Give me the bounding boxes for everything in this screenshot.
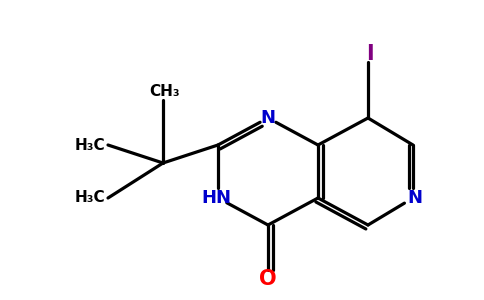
Text: O: O xyxy=(259,269,277,289)
Text: CH₃: CH₃ xyxy=(150,83,181,98)
Text: H₃C: H₃C xyxy=(75,137,106,152)
Text: I: I xyxy=(366,44,374,64)
Text: HN: HN xyxy=(201,189,231,207)
Text: N: N xyxy=(408,189,423,207)
Text: H₃C: H₃C xyxy=(75,190,106,206)
Text: N: N xyxy=(260,109,275,127)
